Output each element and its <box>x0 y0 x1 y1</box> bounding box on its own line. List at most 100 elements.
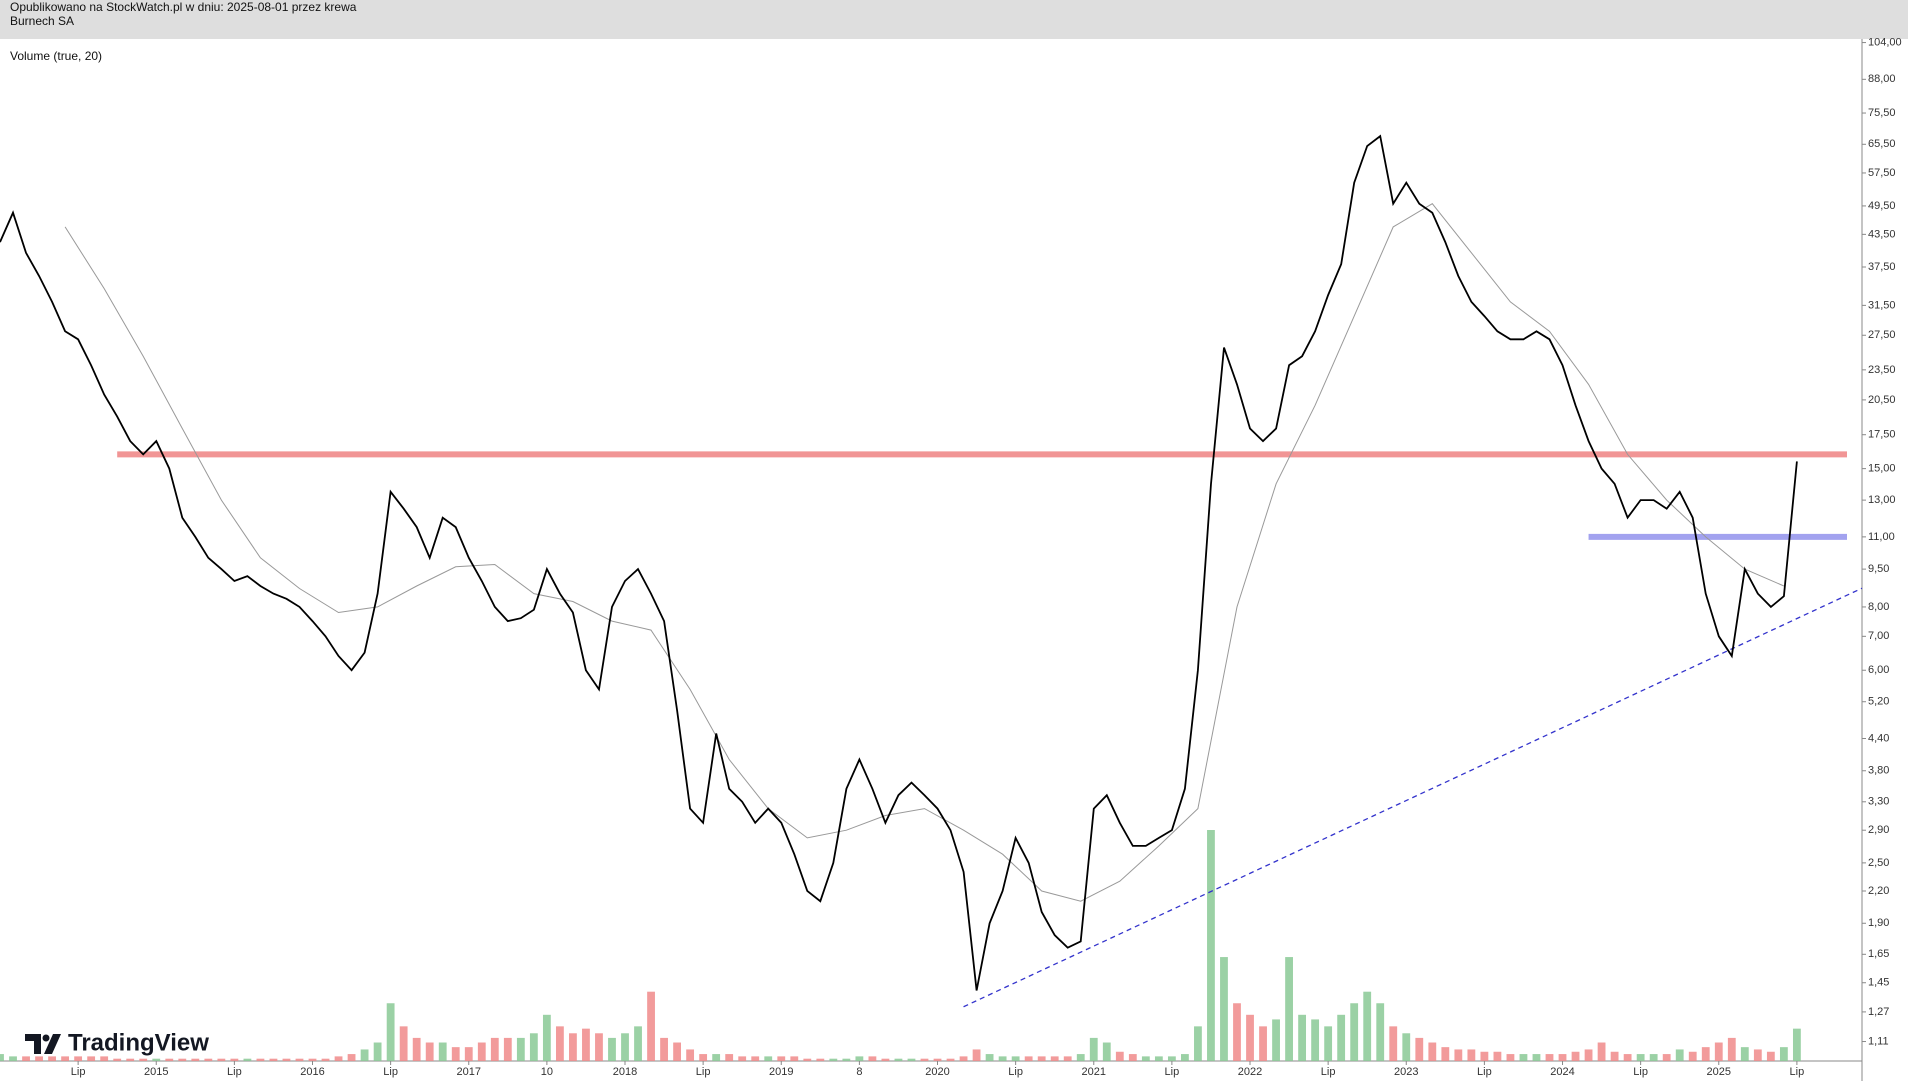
volume-bar <box>738 1056 747 1061</box>
volume-bar <box>1115 1051 1124 1061</box>
x-tick-label: 8 <box>856 1066 862 1078</box>
volume-bar <box>1519 1054 1528 1061</box>
volume-bar <box>1584 1049 1593 1061</box>
volume-bar <box>699 1054 708 1061</box>
volume-bar <box>569 1033 577 1061</box>
volume-bar <box>48 1056 56 1061</box>
y-tick-label: 6,00 <box>1868 664 1889 676</box>
y-tick-label: 3,30 <box>1868 796 1889 808</box>
volume-bar <box>985 1054 994 1061</box>
volume-bar <box>399 1026 408 1061</box>
volume-bar <box>1727 1037 1736 1061</box>
volume-bar <box>751 1056 760 1061</box>
volume-bar <box>1623 1054 1632 1061</box>
y-tick-label: 17,50 <box>1868 429 1896 441</box>
volume-bar <box>907 1058 916 1061</box>
volume-bar <box>1141 1056 1150 1061</box>
x-tick-label: Lip <box>383 1066 398 1078</box>
volume-bar <box>191 1058 200 1061</box>
y-tick-label: 31,50 <box>1868 299 1896 311</box>
volume-bar <box>1167 1056 1176 1061</box>
volume-bar <box>1285 957 1293 1061</box>
volume-bar <box>35 1056 43 1061</box>
x-tick-label: 10 <box>541 1066 553 1078</box>
volume-bar <box>22 1056 30 1061</box>
volume-bar <box>503 1037 512 1061</box>
published-note: Opublikowano na StockWatch.pl w dniu: 20… <box>10 0 357 14</box>
x-tick-label: 2016 <box>300 1066 324 1078</box>
volume-bar <box>1037 1056 1046 1061</box>
volume-bar <box>1376 1003 1385 1061</box>
trend-line <box>963 587 1863 1008</box>
volume-bar <box>790 1056 799 1061</box>
volume-bar <box>451 1047 460 1061</box>
logo-mark <box>25 1034 61 1054</box>
volume-bar <box>842 1058 851 1061</box>
volume-bar <box>998 1056 1007 1061</box>
volume-bar <box>725 1054 734 1061</box>
volume-bar <box>1558 1054 1567 1061</box>
volume-bar <box>1233 1003 1241 1061</box>
volume-bar <box>178 1058 187 1061</box>
volume-bar <box>933 1058 942 1061</box>
x-tick-label: Lip <box>1477 1066 1492 1078</box>
x-tick-label: Lip <box>227 1066 242 1078</box>
volume-bar <box>881 1058 890 1061</box>
x-tick-label: Lip <box>71 1066 86 1078</box>
y-tick-label: 43,50 <box>1868 228 1896 240</box>
volume-bar <box>1102 1042 1111 1061</box>
volume-bar <box>516 1037 525 1061</box>
volume-bar <box>542 1014 551 1061</box>
y-tick-label: 2,90 <box>1868 824 1889 836</box>
volume-bar <box>1454 1049 1463 1061</box>
volume-bar <box>634 1026 642 1061</box>
volume-bar <box>920 1058 929 1061</box>
y-tick-label: 1,27 <box>1868 1006 1889 1018</box>
volume-bar <box>139 1058 148 1061</box>
volume-bar <box>1324 1026 1333 1061</box>
x-tick-label: 2020 <box>925 1066 949 1078</box>
volume-bar <box>308 1058 317 1061</box>
y-tick-label: 88,00 <box>1868 73 1896 85</box>
volume-bar <box>1181 1054 1189 1061</box>
volume-bar <box>1050 1056 1059 1061</box>
volume-bar <box>595 1033 603 1061</box>
volume-bar <box>1467 1049 1476 1061</box>
volume-bar <box>100 1056 109 1061</box>
volume-bar <box>1350 1003 1359 1061</box>
volume-bar <box>1701 1047 1710 1061</box>
price-line <box>0 134 1798 991</box>
volume-bar <box>230 1058 239 1061</box>
volume-bar <box>1441 1047 1450 1061</box>
volume-bar <box>438 1042 447 1061</box>
volume-bar <box>1389 1026 1398 1061</box>
y-tick-label: 5,20 <box>1868 696 1889 708</box>
y-tick-label: 7,00 <box>1868 630 1889 642</box>
volume-bar <box>360 1049 369 1061</box>
volume-bar <box>347 1054 356 1061</box>
volume-bar <box>126 1058 135 1061</box>
volume-bar <box>712 1054 721 1061</box>
volume-bar <box>0 1054 4 1061</box>
x-tick-label: 2021 <box>1082 1066 1106 1078</box>
volume-bar <box>165 1058 174 1061</box>
volume-bar <box>1688 1051 1697 1061</box>
volume-bar <box>803 1058 812 1061</box>
y-tick-label: 65,50 <box>1868 138 1896 150</box>
volume-bar <box>425 1042 434 1061</box>
x-tick-label: 2022 <box>1238 1066 1262 1078</box>
x-tick-label: Lip <box>1008 1066 1023 1078</box>
volume-bar <box>1363 991 1372 1061</box>
volume-bar <box>256 1058 265 1061</box>
volume-bar <box>282 1058 291 1061</box>
y-tick-label: 8,00 <box>1868 601 1889 613</box>
volume-bar <box>972 1049 981 1061</box>
volume-bar <box>1675 1049 1684 1061</box>
y-tick-label: 20,50 <box>1868 394 1896 406</box>
volume-bar <box>1649 1054 1658 1061</box>
x-tick-label: 2015 <box>144 1066 168 1078</box>
header-bar: Opublikowano na StockWatch.pl w dniu: 20… <box>0 0 1908 39</box>
volume-bar <box>113 1058 122 1061</box>
volume-bar <box>1298 1014 1307 1061</box>
